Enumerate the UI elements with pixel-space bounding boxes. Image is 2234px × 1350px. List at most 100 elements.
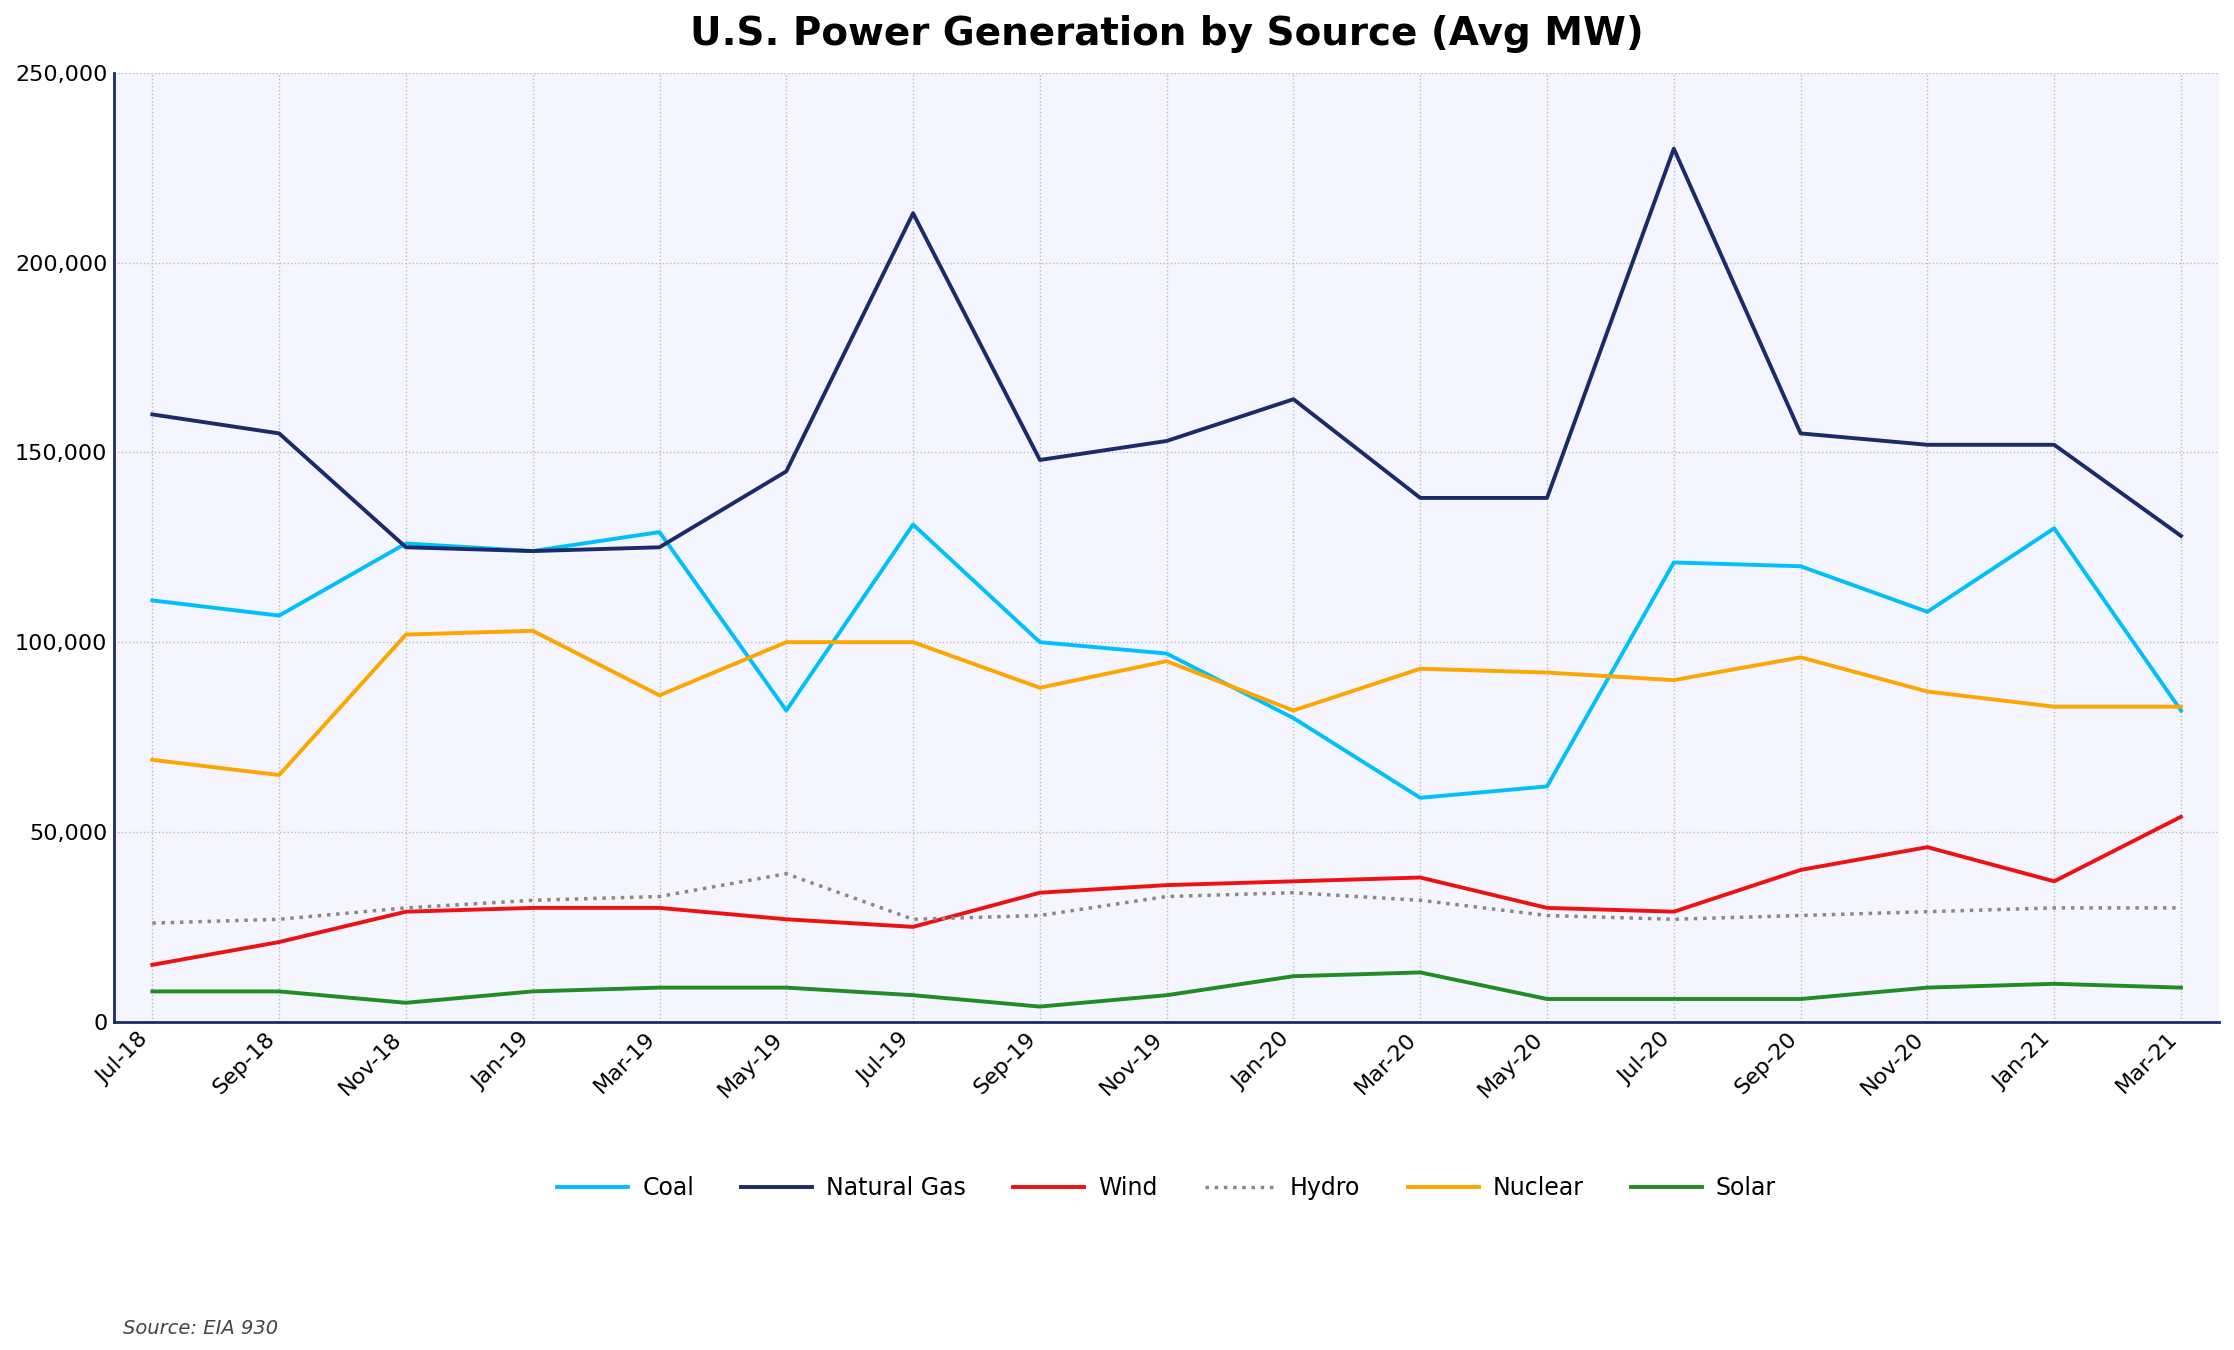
Line: Solar: Solar: [152, 972, 2180, 1007]
Nuclear: [1280, 702, 1307, 718]
Natural Gas: [1280, 392, 1307, 408]
Nuclear: [1407, 660, 1434, 676]
Solar: [1533, 991, 1559, 1007]
Natural Gas: [1660, 140, 1687, 157]
Hydro: [646, 888, 672, 905]
Nuclear: [900, 634, 927, 651]
Coal: [266, 608, 293, 624]
Nuclear: [1915, 683, 1941, 699]
Natural Gas: [900, 205, 927, 221]
Hydro: [1280, 884, 1307, 900]
Hydro: [1915, 903, 1941, 919]
Natural Gas: [1915, 436, 1941, 452]
Natural Gas: [518, 543, 545, 559]
Natural Gas: [2042, 436, 2069, 452]
Coal: [1915, 603, 1941, 620]
Hydro: [2167, 900, 2194, 917]
Hydro: [773, 865, 800, 882]
Solar: [139, 983, 165, 999]
Wind: [773, 911, 800, 927]
Hydro: [393, 900, 420, 917]
Natural Gas: [646, 539, 672, 555]
Wind: [1787, 861, 1814, 878]
Coal: [1025, 634, 1052, 651]
Line: Natural Gas: Natural Gas: [152, 148, 2180, 551]
Wind: [1660, 903, 1687, 919]
Nuclear: [2167, 698, 2194, 714]
Natural Gas: [393, 539, 420, 555]
Natural Gas: [139, 406, 165, 423]
Coal: [393, 536, 420, 552]
Solar: [1280, 968, 1307, 984]
Nuclear: [1153, 653, 1180, 670]
Solar: [900, 987, 927, 1003]
Natural Gas: [1787, 425, 1814, 441]
Line: Coal: Coal: [152, 525, 2180, 798]
Coal: [773, 702, 800, 718]
Hydro: [2042, 900, 2069, 917]
Hydro: [1407, 892, 1434, 909]
Wind: [646, 900, 672, 917]
Nuclear: [646, 687, 672, 703]
Wind: [1280, 873, 1307, 890]
Wind: [518, 900, 545, 917]
Natural Gas: [1533, 490, 1559, 506]
Coal: [900, 517, 927, 533]
Hydro: [1660, 911, 1687, 927]
Text: Source: EIA 930: Source: EIA 930: [123, 1319, 277, 1338]
Coal: [1787, 558, 1814, 574]
Natural Gas: [773, 463, 800, 479]
Legend: Coal, Natural Gas, Wind, Hydro, Nuclear, Solar: Coal, Natural Gas, Wind, Hydro, Nuclear,…: [556, 1176, 1776, 1200]
Coal: [1660, 555, 1687, 571]
Wind: [1533, 900, 1559, 917]
Coal: [2167, 702, 2194, 718]
Nuclear: [1533, 664, 1559, 680]
Nuclear: [1660, 672, 1687, 688]
Solar: [518, 983, 545, 999]
Nuclear: [2042, 698, 2069, 714]
Hydro: [1025, 907, 1052, 923]
Solar: [1660, 991, 1687, 1007]
Coal: [1407, 790, 1434, 806]
Coal: [1280, 710, 1307, 726]
Hydro: [1787, 907, 1814, 923]
Wind: [1407, 869, 1434, 886]
Wind: [1153, 878, 1180, 894]
Solar: [646, 980, 672, 996]
Wind: [2042, 873, 2069, 890]
Hydro: [900, 911, 927, 927]
Solar: [1407, 964, 1434, 980]
Line: Wind: Wind: [152, 817, 2180, 965]
Line: Hydro: Hydro: [152, 873, 2180, 923]
Nuclear: [266, 767, 293, 783]
Solar: [393, 995, 420, 1011]
Coal: [1153, 645, 1180, 662]
Wind: [1025, 884, 1052, 900]
Solar: [1915, 980, 1941, 996]
Solar: [773, 980, 800, 996]
Hydro: [139, 915, 165, 931]
Wind: [139, 957, 165, 973]
Solar: [1153, 987, 1180, 1003]
Line: Nuclear: Nuclear: [152, 630, 2180, 775]
Wind: [393, 903, 420, 919]
Hydro: [266, 911, 293, 927]
Solar: [1787, 991, 1814, 1007]
Nuclear: [773, 634, 800, 651]
Wind: [2167, 809, 2194, 825]
Coal: [646, 524, 672, 540]
Natural Gas: [2167, 528, 2194, 544]
Solar: [1025, 999, 1052, 1015]
Natural Gas: [266, 425, 293, 441]
Title: U.S. Power Generation by Source (Avg MW): U.S. Power Generation by Source (Avg MW): [690, 15, 1644, 53]
Nuclear: [393, 626, 420, 643]
Coal: [518, 543, 545, 559]
Wind: [1915, 840, 1941, 856]
Wind: [266, 934, 293, 950]
Hydro: [1153, 888, 1180, 905]
Hydro: [518, 892, 545, 909]
Natural Gas: [1407, 490, 1434, 506]
Solar: [2042, 976, 2069, 992]
Coal: [139, 593, 165, 609]
Solar: [2167, 980, 2194, 996]
